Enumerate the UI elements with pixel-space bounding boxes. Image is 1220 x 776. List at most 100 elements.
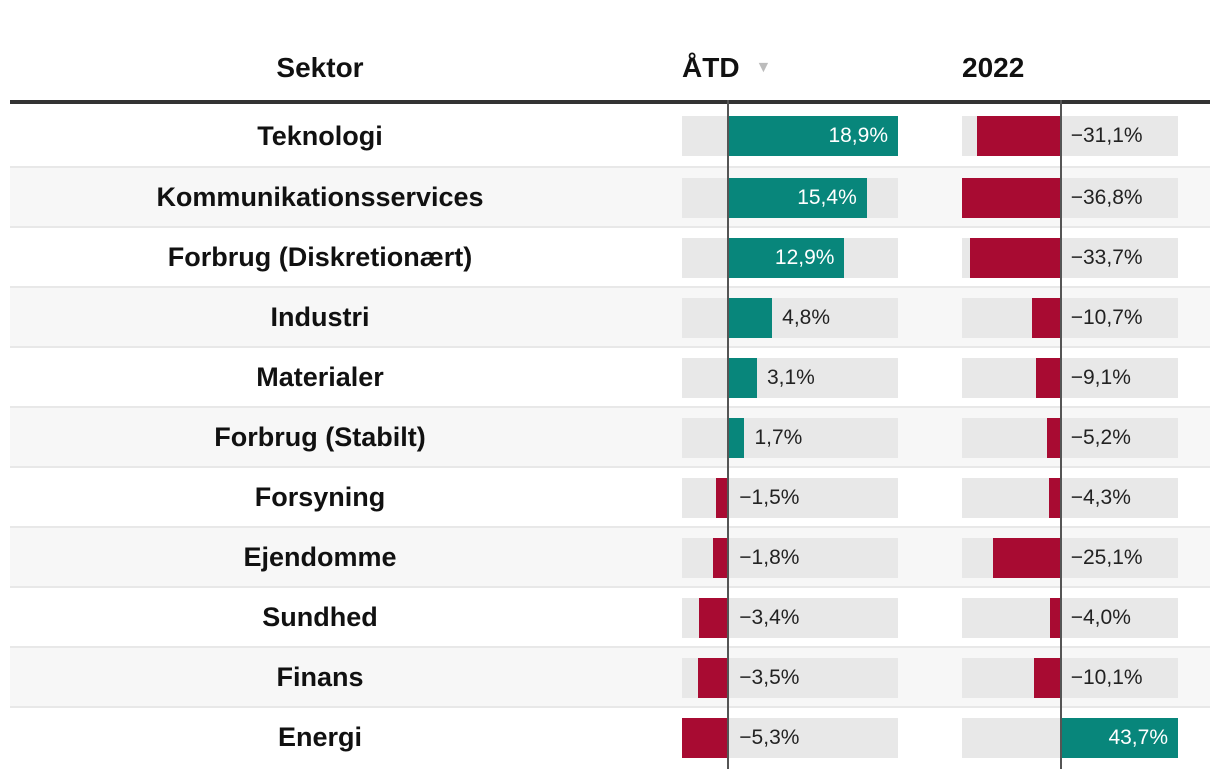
y2022-value-label: −36,8% [1070, 186, 1143, 209]
y2022-bar [1060, 718, 1178, 758]
atd-bar [713, 538, 730, 578]
y2022-bar-track: −4,0% [962, 598, 1178, 638]
atd-bar-track: 12,9% [682, 238, 898, 278]
atd-bar [698, 658, 730, 698]
atd-value-label: 3,1% [766, 366, 815, 389]
y2022-value-label: −9,1% [1070, 366, 1131, 389]
atd-bar [729, 178, 867, 218]
atd-zero-baseline [727, 100, 729, 769]
sector-name: Industri [270, 301, 370, 332]
atd-bar [729, 116, 898, 156]
table-row: Kommunikationsservices 15,4% −36,8% [10, 166, 1210, 226]
y2022-value-label: −10,1% [1070, 666, 1143, 689]
column-header-atd-label: ÅTD [682, 52, 740, 83]
atd-value-label: −1,5% [739, 486, 800, 509]
sector-name: Forbrug (Diskretionært) [167, 241, 473, 272]
atd-value-label: 1,7% [754, 426, 803, 449]
column-header-atd[interactable]: ÅTD ▼ [682, 48, 771, 88]
y2022-bar [1050, 598, 1061, 638]
atd-bar-track: −5,3% [682, 718, 898, 758]
y2022-bar [1032, 298, 1061, 338]
y2022-value-label: −33,7% [1070, 246, 1143, 269]
table-row: Finans −3,5% −10,1% [10, 646, 1210, 706]
y2022-bar-track: −36,8% [962, 178, 1178, 218]
y2022-bar-track: −33,7% [962, 238, 1178, 278]
atd-value-label: 18,9% [828, 124, 888, 147]
column-header-sector-label: Sektor [276, 52, 364, 83]
table-body: Teknologi 18,9% −31,1% Kommunikationsser… [10, 106, 1210, 766]
atd-bar [729, 238, 845, 278]
table-row: Forbrug (Stabilt) 1,7% −5,2% [10, 406, 1210, 466]
atd-value-label: 12,9% [774, 246, 835, 269]
y2022-bar [962, 178, 1061, 218]
sector-name: Materialer [256, 361, 384, 392]
atd-value-label: −1,8% [739, 546, 800, 569]
sort-descending-icon[interactable]: ▼ [755, 59, 772, 76]
sector-name: Forbrug (Stabilt) [214, 421, 426, 452]
atd-value-label: −3,4% [739, 606, 800, 629]
atd-bar-track: 15,4% [682, 178, 898, 218]
y2022-bar-track: −5,2% [962, 418, 1178, 458]
y2022-bar [977, 116, 1061, 156]
column-header-2022[interactable]: 2022 [962, 48, 1024, 88]
y2022-bar [1036, 358, 1061, 398]
atd-bar [729, 418, 745, 458]
atd-bar [715, 478, 730, 518]
table-row: Forsyning −1,5% −4,3% [10, 466, 1210, 526]
atd-bar-track: −3,5% [682, 658, 898, 698]
y2022-value-label: −4,0% [1070, 606, 1131, 629]
column-header-sector[interactable]: Sektor [10, 48, 630, 88]
y2022-value-label: −25,1% [1070, 546, 1143, 569]
y2022-bar-track: −10,7% [962, 298, 1178, 338]
atd-bar [698, 598, 730, 638]
atd-bar-track: 18,9% [682, 116, 898, 156]
atd-bar-track: −1,5% [682, 478, 898, 518]
y2022-bar [1049, 478, 1061, 518]
y2022-bar-track: −31,1% [962, 116, 1178, 156]
y2022-value-label: −31,1% [1070, 124, 1143, 147]
table-row: Ejendomme −1,8% −25,1% [10, 526, 1210, 586]
column-header-2022-label: 2022 [962, 52, 1025, 83]
table-row: Materialer 3,1% −9,1% [10, 346, 1210, 406]
atd-bar [729, 298, 773, 338]
atd-bar-track: −1,8% [682, 538, 898, 578]
sector-name: Ejendomme [243, 541, 397, 572]
y2022-value-label: −4,3% [1070, 486, 1131, 509]
y2022-bar-track: −25,1% [962, 538, 1178, 578]
y2022-bar-track: −10,1% [962, 658, 1178, 698]
sector-name: Teknologi [257, 120, 383, 151]
atd-value-label: 15,4% [797, 186, 857, 209]
atd-value-label: −3,5% [739, 666, 800, 689]
atd-value-label: 4,8% [782, 306, 831, 329]
y2022-value-label: −10,7% [1070, 306, 1143, 329]
table-row: Energi −5,3% 43,7% [10, 706, 1210, 766]
atd-bar [729, 358, 757, 398]
sector-name: Energi [277, 721, 363, 752]
atd-bar-track: 1,7% [682, 418, 898, 458]
atd-bar [682, 718, 730, 758]
y2022-bar [1033, 658, 1061, 698]
y2022-zero-baseline [1060, 100, 1062, 769]
atd-bar-track: 4,8% [682, 298, 898, 338]
sector-name: Finans [276, 661, 364, 692]
y2022-bar [1046, 418, 1061, 458]
table-row: Forbrug (Diskretionært) 12,9% −33,7% [10, 226, 1210, 286]
y2022-value-label: 43,7% [1108, 726, 1168, 749]
y2022-bar-track: −4,3% [962, 478, 1178, 518]
header-divider [10, 100, 1210, 104]
sector-name: Forsyning [254, 481, 386, 512]
y2022-bar [970, 238, 1061, 278]
table-row: Sundhed −3,4% −4,0% [10, 586, 1210, 646]
atd-value-label: −5,3% [739, 726, 800, 749]
atd-bar-track: −3,4% [682, 598, 898, 638]
y2022-bar-track: −9,1% [962, 358, 1178, 398]
sector-name: Kommunikationsservices [156, 181, 484, 212]
table-row: Teknologi 18,9% −31,1% [10, 106, 1210, 166]
atd-bar-track: 3,1% [682, 358, 898, 398]
y2022-value-label: −5,2% [1070, 426, 1131, 449]
sector-name: Sundhed [262, 601, 378, 632]
y2022-bar-track: 43,7% [962, 718, 1178, 758]
table-row: Industri 4,8% −10,7% [10, 286, 1210, 346]
y2022-bar [993, 538, 1061, 578]
